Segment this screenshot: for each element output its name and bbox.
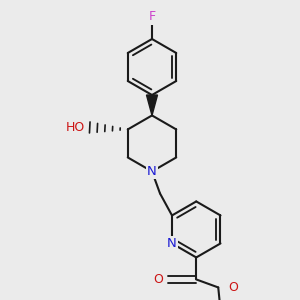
Text: F: F xyxy=(148,11,156,23)
Text: N: N xyxy=(167,237,177,250)
Text: O: O xyxy=(228,281,238,294)
Polygon shape xyxy=(146,95,158,116)
Text: O: O xyxy=(153,273,163,286)
Text: N: N xyxy=(147,165,157,178)
Text: HO: HO xyxy=(66,121,86,134)
